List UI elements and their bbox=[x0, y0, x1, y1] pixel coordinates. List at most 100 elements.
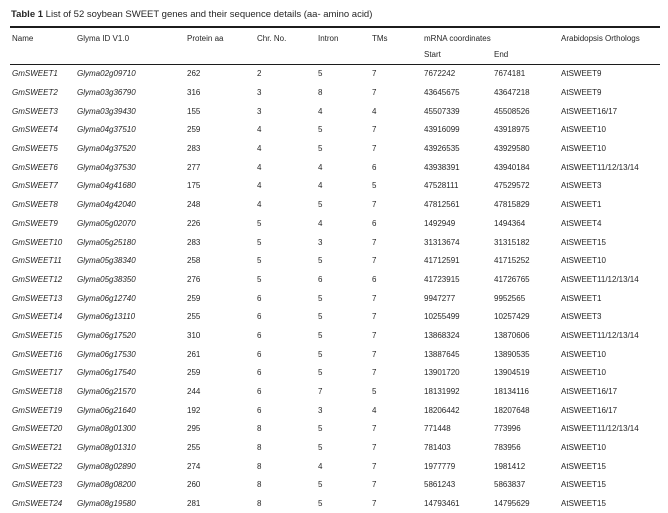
ortholog-cell: AtSWEET11/12/13/14 bbox=[561, 330, 639, 340]
tms-cell: 7 bbox=[372, 144, 377, 154]
tms-cell: 7 bbox=[372, 424, 377, 434]
table-row: GmSWEET18 Glyma06g21570 244 6 7 5 181319… bbox=[10, 382, 660, 401]
mrna-start-cell: 18206442 bbox=[424, 405, 460, 415]
mrna-start-cell: 14793461 bbox=[424, 499, 460, 509]
glyma-id-cell: Glyma03g39430 bbox=[77, 106, 136, 116]
intron-cell: 4 bbox=[318, 106, 323, 116]
table-row: GmSWEET6 Glyma04g37530 277 4 4 6 4393839… bbox=[10, 158, 660, 177]
gene-name-cell: GmSWEET8 bbox=[12, 200, 58, 210]
col-header-intron: Intron bbox=[318, 28, 372, 65]
mrna-start-cell: 1977779 bbox=[424, 461, 456, 471]
mrna-start-cell: 1492949 bbox=[424, 218, 456, 228]
glyma-id-cell: Glyma02g09710 bbox=[77, 69, 136, 79]
intron-cell: 6 bbox=[318, 274, 323, 284]
ortholog-cell: AtSWEET9 bbox=[561, 69, 602, 79]
intron-cell: 8 bbox=[318, 88, 323, 98]
table-row: GmSWEET20 Glyma08g01300 295 8 5 7 771448… bbox=[10, 420, 660, 439]
tms-cell: 7 bbox=[372, 293, 377, 303]
mrna-start-cell: 43916099 bbox=[424, 125, 460, 135]
tms-cell: 5 bbox=[372, 181, 377, 191]
table-row: GmSWEET23 Glyma08g08200 260 8 5 7 586124… bbox=[10, 476, 660, 495]
tms-cell: 6 bbox=[372, 274, 377, 284]
protein-aa-cell: 258 bbox=[187, 256, 201, 266]
tms-cell: 7 bbox=[372, 499, 377, 509]
mrna-start-cell: 7672242 bbox=[424, 69, 456, 79]
intron-cell: 5 bbox=[318, 125, 323, 135]
table-caption: Table 1 List of 52 soybean SWEET genes a… bbox=[10, 5, 660, 28]
ortholog-cell: AtSWEET10 bbox=[561, 349, 606, 359]
table-row: GmSWEET10 Glyma05g25180 283 5 3 7 313136… bbox=[10, 233, 660, 252]
glyma-id-cell: Glyma04g37530 bbox=[77, 162, 136, 172]
table-row: GmSWEET16 Glyma06g17530 261 6 5 7 138876… bbox=[10, 345, 660, 364]
chr-no-cell: 6 bbox=[257, 405, 262, 415]
mrna-end-cell: 45508526 bbox=[494, 106, 530, 116]
protein-aa-cell: 283 bbox=[187, 237, 201, 247]
glyma-id-cell: Glyma08g01310 bbox=[77, 443, 136, 453]
glyma-id-cell: Glyma03g36790 bbox=[77, 88, 136, 98]
protein-aa-cell: 277 bbox=[187, 162, 201, 172]
tms-cell: 7 bbox=[372, 368, 377, 378]
intron-cell: 5 bbox=[318, 443, 323, 453]
tms-cell: 6 bbox=[372, 218, 377, 228]
intron-cell: 5 bbox=[318, 293, 323, 303]
ortholog-cell: AtSWEET1 bbox=[561, 200, 602, 210]
col-header-glyma-id: Glyma ID V1.0 bbox=[77, 28, 187, 65]
table-caption-label: Table 1 bbox=[11, 9, 44, 20]
chr-no-cell: 8 bbox=[257, 480, 262, 490]
chr-no-cell: 4 bbox=[257, 125, 262, 135]
ortholog-cell: AtSWEET11/12/13/14 bbox=[561, 424, 639, 434]
col-header-chr-no: Chr. No. bbox=[257, 28, 318, 65]
tms-cell: 4 bbox=[372, 106, 377, 116]
mrna-start-cell: 781403 bbox=[424, 443, 451, 453]
glyma-id-cell: Glyma08g02890 bbox=[77, 461, 136, 471]
tms-cell: 7 bbox=[372, 200, 377, 210]
chr-no-cell: 8 bbox=[257, 461, 262, 471]
table-header: Name Glyma ID V1.0 Protein aa Chr. No. I… bbox=[10, 28, 661, 65]
tms-cell: 7 bbox=[372, 330, 377, 340]
chr-no-cell: 6 bbox=[257, 368, 262, 378]
glyma-id-cell: Glyma06g17520 bbox=[77, 330, 136, 340]
ortholog-cell: AtSWEET10 bbox=[561, 125, 606, 135]
glyma-id-cell: Glyma06g21570 bbox=[77, 387, 136, 397]
intron-cell: 5 bbox=[318, 368, 323, 378]
mrna-end-cell: 10257429 bbox=[494, 312, 530, 322]
ortholog-cell: AtSWEET10 bbox=[561, 256, 606, 266]
chr-no-cell: 6 bbox=[257, 312, 262, 322]
mrna-start-cell: 10255499 bbox=[424, 312, 460, 322]
table-row: GmSWEET22 Glyma08g02890 274 8 4 7 197777… bbox=[10, 457, 660, 476]
tms-cell: 7 bbox=[372, 69, 377, 79]
mrna-end-cell: 1494364 bbox=[494, 218, 526, 228]
mrna-start-cell: 13868324 bbox=[424, 330, 460, 340]
protein-aa-cell: 276 bbox=[187, 274, 201, 284]
ortholog-cell: AtSWEET16/17 bbox=[561, 405, 618, 415]
intron-cell: 5 bbox=[318, 144, 323, 154]
gene-name-cell: GmSWEET22 bbox=[12, 461, 63, 471]
col-header-tms: TMs bbox=[372, 28, 424, 65]
mrna-start-cell: 45507339 bbox=[424, 106, 460, 116]
ortholog-cell: AtSWEET11/12/13/14 bbox=[561, 162, 639, 172]
table-caption-text: List of 52 soybean SWEET genes and their… bbox=[45, 9, 373, 20]
ortholog-cell: AtSWEET16/17 bbox=[561, 387, 618, 397]
protein-aa-cell: 259 bbox=[187, 293, 201, 303]
protein-aa-cell: 310 bbox=[187, 330, 201, 340]
col-header-start: Start bbox=[424, 48, 494, 65]
mrna-end-cell: 13890535 bbox=[494, 349, 530, 359]
ortholog-cell: AtSWEET15 bbox=[561, 499, 606, 509]
tms-cell: 7 bbox=[372, 480, 377, 490]
gene-name-cell: GmSWEET12 bbox=[12, 274, 63, 284]
mrna-start-cell: 18131992 bbox=[424, 387, 460, 397]
ortholog-cell: AtSWEET1 bbox=[561, 293, 602, 303]
protein-aa-cell: 262 bbox=[187, 69, 201, 79]
glyma-id-cell: Glyma04g37520 bbox=[77, 144, 136, 154]
mrna-end-cell: 31315182 bbox=[494, 237, 530, 247]
col-header-end: End bbox=[494, 48, 562, 65]
chr-no-cell: 6 bbox=[257, 293, 262, 303]
intron-cell: 4 bbox=[318, 162, 323, 172]
chr-no-cell: 4 bbox=[257, 144, 262, 154]
tms-cell: 7 bbox=[372, 88, 377, 98]
ortholog-cell: AtSWEET10 bbox=[561, 443, 606, 453]
tms-cell: 7 bbox=[372, 443, 377, 453]
mrna-end-cell: 7674181 bbox=[494, 69, 526, 79]
glyma-id-cell: Glyma06g21640 bbox=[77, 405, 136, 415]
ortholog-cell: AtSWEET10 bbox=[561, 368, 606, 378]
